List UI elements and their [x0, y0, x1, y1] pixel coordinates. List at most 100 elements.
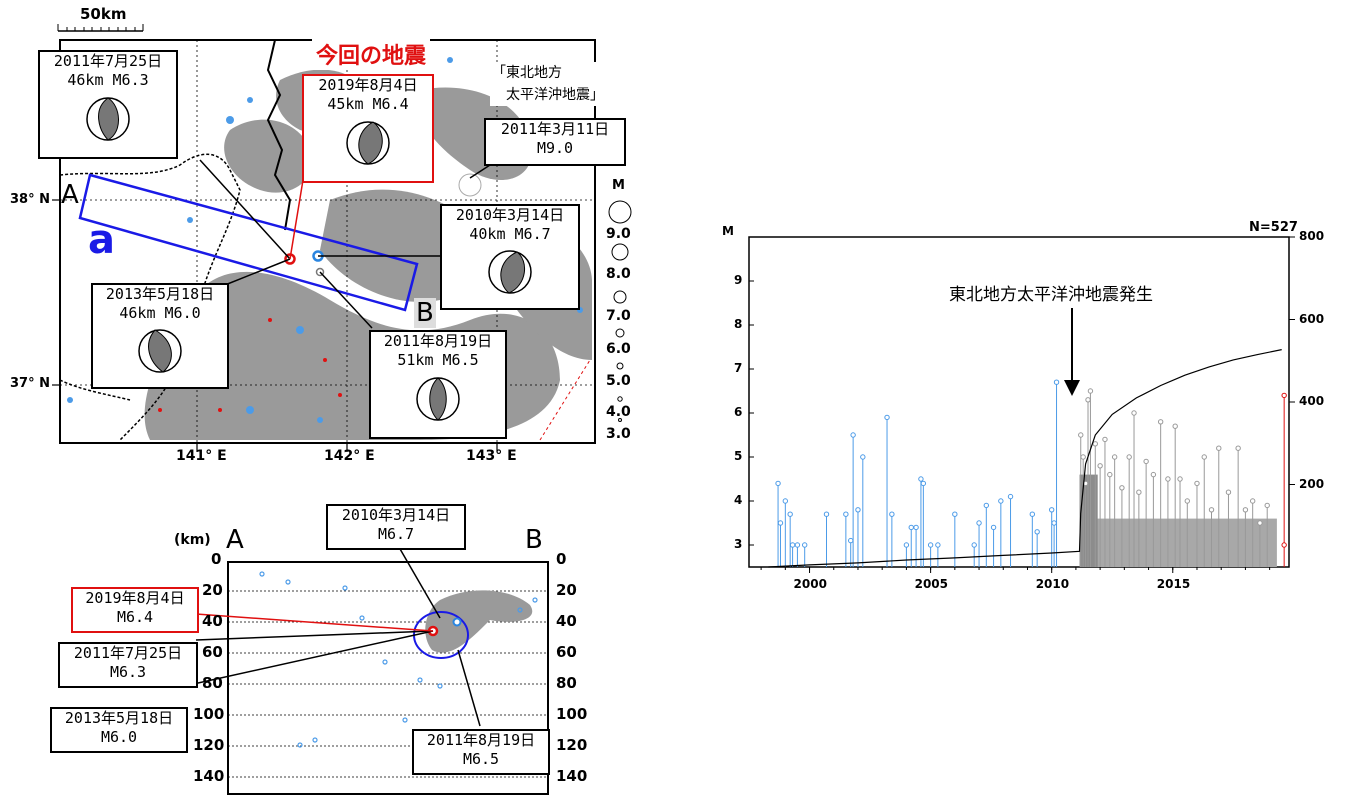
callout-detail: 46km M6.3	[67, 71, 149, 89]
section-callout-2011-08-19[interactable]: 2011年8月19日 M6.5	[412, 729, 550, 775]
x-tick-label: 2015	[1156, 577, 1191, 591]
depth-grid	[228, 590, 548, 778]
event-before-2011-point	[850, 432, 856, 438]
mt-chart-canvas	[748, 236, 1295, 573]
section-label-b: B	[414, 298, 436, 328]
callout-2011-08-19[interactable]: 2011年8月19日 51km M6.5	[369, 330, 507, 439]
depth-tick-right-140: 140	[556, 767, 588, 785]
event-after-2011-point	[1085, 397, 1091, 403]
event-before-2011-point	[952, 511, 958, 517]
chart-frame	[748, 236, 1290, 568]
callout-2011-03-11[interactable]: 2011年3月11日 M9.0	[484, 118, 626, 166]
mag-legend-title: M	[612, 178, 625, 193]
event-after-2011-point	[1208, 507, 1215, 513]
event-after-2011-point	[1257, 520, 1263, 526]
event-before-2011-point	[976, 520, 982, 526]
event-before-2011-point	[787, 511, 793, 517]
depth-tick-left-20: 20	[202, 581, 223, 599]
event-after-2011-point	[1264, 502, 1270, 509]
tohoku-label-line1: 「東北地方	[492, 65, 562, 81]
callout-2010-03-14[interactable]: 2010年3月14日 40km M6.7	[440, 204, 580, 310]
lon-label-141: 141° E	[176, 448, 227, 464]
section-callout-2013-05-18[interactable]: 2013年5月18日 M6.0	[50, 707, 188, 753]
scale-bar	[57, 24, 144, 32]
section-callout-2011-07-25[interactable]: 2011年7月25日 M6.3	[58, 642, 198, 688]
event-after-2011-point	[1136, 489, 1142, 495]
callout-date: 2010年3月14日	[341, 506, 451, 524]
coastline	[266, 39, 292, 231]
x-tick-label: 2010	[1035, 577, 1070, 591]
event-after-2011-point	[1119, 485, 1125, 491]
focal-mechanism-icon	[86, 97, 130, 141]
event-before-2011-point	[918, 476, 924, 482]
event-after-2011-point	[1107, 471, 1113, 478]
callout-date: 2011年8月19日	[383, 332, 493, 350]
event-before-2011-point	[794, 542, 801, 548]
aftershock-band-dense	[1079, 474, 1098, 567]
callout-detail: 40km M6.7	[469, 225, 551, 243]
depth-tick-left-40: 40	[202, 612, 223, 630]
section-label-b: B	[525, 525, 543, 555]
event-after-2011-point	[1143, 458, 1149, 465]
event-before-2011-point	[889, 511, 895, 517]
chart-annotation: 東北地方太平洋沖地震発生	[949, 285, 1153, 305]
event-before-2011-point	[775, 480, 781, 487]
depth-tick-right-100: 100	[556, 705, 588, 723]
callout-2011-07-25[interactable]: 2011年7月25日 46km M6.3	[38, 50, 178, 159]
callout-2019-08-04[interactable]: 2019年8月4日 45km M6.4	[302, 74, 434, 183]
mag-legend-5: 5.0	[606, 373, 631, 389]
callout-date: 2019年8月4日	[318, 76, 418, 94]
event-before-2011-point	[908, 524, 914, 531]
depth-tick-left-0: 0	[211, 550, 222, 568]
event-before-2011-point	[935, 542, 941, 548]
event-before-2011-point	[920, 480, 927, 487]
section-label-a: A	[61, 180, 79, 210]
current-event-small-point	[1281, 542, 1287, 548]
depth-tick-left-80: 80	[202, 674, 223, 692]
event-before-2011-point	[971, 542, 977, 548]
event-before-2011-point	[1007, 493, 1014, 500]
section-callout-2010-03-14[interactable]: 2010年3月14日 M6.7	[326, 504, 466, 550]
y-left-tick-label: 8	[734, 317, 743, 331]
event-before-2011-point	[913, 524, 919, 531]
cross-section: (km) A B 0 20 40 60 80 100 120 140 0 20 …	[0, 490, 640, 799]
event-after-2011-point	[1242, 507, 1249, 513]
event-before-2011-point	[1048, 507, 1055, 513]
event-before-2011-point	[848, 537, 854, 544]
event-after-2011-point	[1080, 454, 1086, 460]
y-left-tick-label: 6	[734, 405, 743, 419]
tohoku-label-line2: 太平洋沖地震」	[506, 87, 604, 103]
focal-mechanism-icon	[138, 329, 182, 373]
event-after-2011-point	[1131, 410, 1137, 416]
callout-detail: M6.3	[109, 663, 147, 681]
y-left-tick-label: 4	[734, 493, 743, 507]
event-before-2011-point	[789, 542, 796, 548]
section-rectangle[interactable]	[78, 173, 419, 312]
section-unit: (km)	[174, 532, 211, 548]
m9-epicenter	[458, 173, 482, 197]
section-callout-2019-08-04[interactable]: 2019年8月4日 M6.4	[71, 587, 199, 633]
event-after-2011-point	[1078, 432, 1084, 438]
event-after-2011-point	[1087, 388, 1094, 394]
y-right-tick-label: 200	[1299, 476, 1325, 491]
event-after-2011-point	[1092, 441, 1098, 447]
y-right-tick-label: 800	[1299, 229, 1325, 243]
mag-legend-4: 4.0	[606, 404, 631, 420]
event-after-2011-point	[1157, 419, 1164, 425]
callout-2013-05-18[interactable]: 2013年5月18日 46km M6.0	[91, 283, 229, 389]
depth-tick-right-20: 20	[556, 581, 577, 599]
mag-legend-9: 9.0	[606, 226, 631, 242]
current-event-point	[1281, 392, 1287, 399]
event-after-2011-point	[1225, 489, 1232, 495]
section-seismicity	[425, 590, 533, 653]
event-after-2011-point	[1201, 454, 1207, 460]
lat-label-37: 37° N	[10, 376, 50, 391]
event-2010-section[interactable]	[452, 617, 462, 627]
scale-label: 50km	[80, 5, 127, 23]
mag-legend-3: 3.0	[606, 426, 631, 442]
depth-tick-left-100: 100	[193, 705, 225, 723]
callout-date: 2013年5月18日	[64, 709, 174, 727]
y-right-tick-label: 600	[1299, 311, 1325, 326]
event-before-2011-point	[777, 520, 784, 526]
event-after-2011-point	[1235, 445, 1241, 451]
